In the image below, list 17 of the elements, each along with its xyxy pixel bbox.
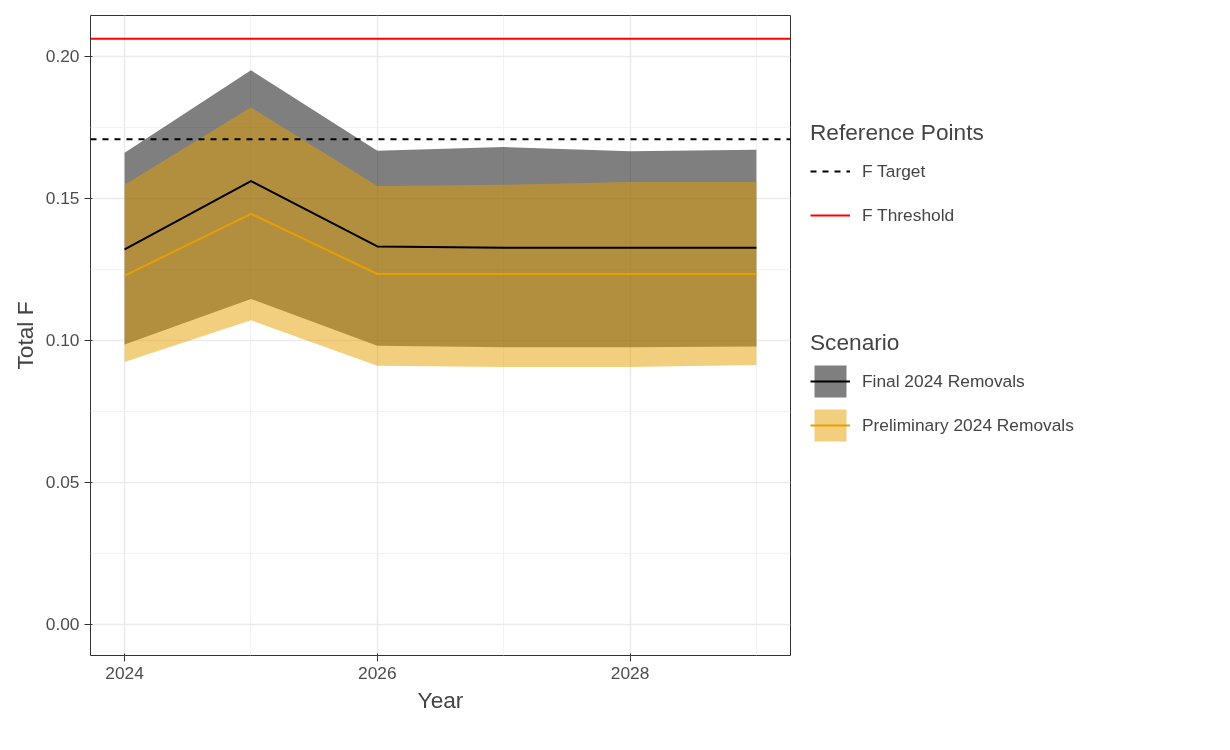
legend-label: F Threshold xyxy=(862,204,955,226)
x-tick-label: 2026 xyxy=(358,662,397,683)
legend-label: Preliminary 2024 Removals xyxy=(862,414,1074,436)
y-axis-title: Total F xyxy=(11,301,38,370)
y-tick-label: 0.00 xyxy=(45,614,80,635)
x-tick-label: 2028 xyxy=(610,662,650,683)
legend-label: Final 2024 Removals xyxy=(862,370,1025,392)
y-tick-label: 0.10 xyxy=(45,330,80,351)
x-tick-label: 2024 xyxy=(105,662,145,683)
line-series xyxy=(123,180,758,251)
x-axis-title: Year xyxy=(417,686,464,713)
text: Reference Points xyxy=(810,119,984,146)
legend-label: F Target xyxy=(862,160,926,182)
y-tick-label: 0.20 xyxy=(45,46,80,67)
y-tick-label: 0.05 xyxy=(45,472,80,493)
y-tick-label: 0.15 xyxy=(45,188,80,209)
legend-title: Scenario xyxy=(810,329,901,356)
